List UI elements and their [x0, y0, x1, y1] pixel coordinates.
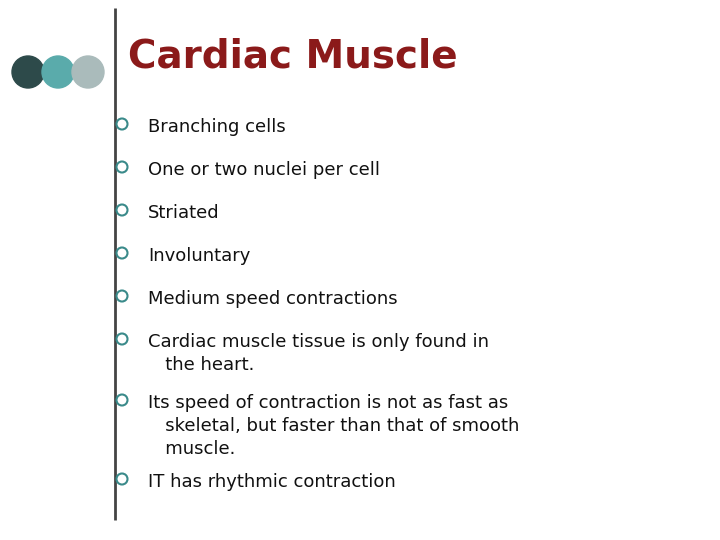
Text: Striated: Striated — [148, 204, 220, 222]
Text: Cardiac Muscle: Cardiac Muscle — [128, 38, 458, 76]
Circle shape — [117, 247, 127, 259]
Circle shape — [117, 395, 127, 406]
Circle shape — [12, 56, 44, 88]
Circle shape — [117, 334, 127, 345]
Circle shape — [117, 161, 127, 172]
Text: Medium speed contractions: Medium speed contractions — [148, 290, 397, 308]
Circle shape — [42, 56, 74, 88]
Text: Involuntary: Involuntary — [148, 247, 251, 265]
Circle shape — [117, 291, 127, 301]
Circle shape — [72, 56, 104, 88]
Circle shape — [117, 474, 127, 484]
Text: Branching cells: Branching cells — [148, 118, 286, 136]
Text: IT has rhythmic contraction: IT has rhythmic contraction — [148, 473, 396, 491]
Circle shape — [117, 205, 127, 215]
Text: Its speed of contraction is not as fast as
   skeletal, but faster than that of : Its speed of contraction is not as fast … — [148, 394, 519, 458]
Text: One or two nuclei per cell: One or two nuclei per cell — [148, 161, 380, 179]
Text: Cardiac muscle tissue is only found in
   the heart.: Cardiac muscle tissue is only found in t… — [148, 333, 489, 374]
Circle shape — [117, 118, 127, 130]
